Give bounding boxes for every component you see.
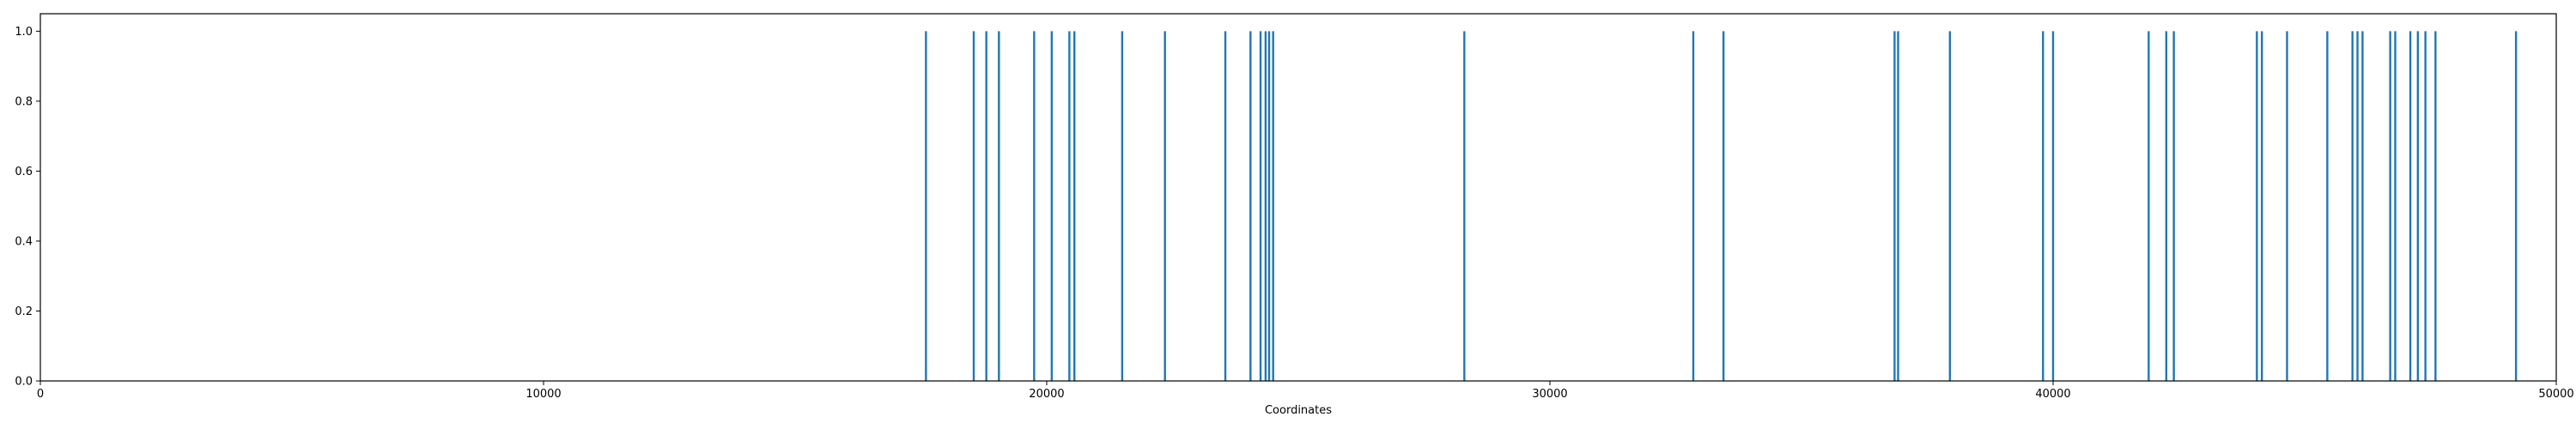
bar (1272, 31, 1274, 381)
x-tick-label: 20000 (1029, 388, 1064, 401)
plot-frame (39, 13, 2557, 382)
bar (1948, 31, 1952, 381)
bar (1050, 31, 1054, 381)
bar (2172, 31, 2175, 381)
bar (2165, 31, 2168, 381)
bar (2051, 31, 2055, 381)
bar (2434, 31, 2437, 381)
x-axis-ticks: 0 10000 20000 30000 40000 50000 (37, 381, 2574, 401)
bar (1264, 31, 1267, 381)
bars-group (925, 31, 2518, 381)
bar (2326, 31, 2329, 381)
bar (2416, 31, 2420, 381)
bar (1897, 31, 1899, 381)
bar (1893, 31, 1896, 381)
y-tick-label: 0.8 (15, 95, 33, 108)
y-axis-ticks: 0.0 0.2 0.4 0.6 0.8 1.0 (15, 26, 40, 389)
bar (2394, 31, 2397, 381)
bar (1073, 31, 1076, 381)
bar (1249, 31, 1252, 381)
bar (2514, 31, 2518, 381)
bar (1463, 31, 1466, 381)
y-tick-label: 0.4 (15, 235, 33, 248)
bar (925, 31, 927, 381)
x-tick-label: 10000 (526, 388, 561, 401)
bar (1259, 31, 1262, 381)
x-tick-label: 0 (37, 388, 44, 401)
x-tick-label: 30000 (1532, 388, 1567, 401)
bar (1033, 31, 1036, 381)
x-tick-label: 50000 (2538, 388, 2573, 401)
bar (1068, 31, 1071, 381)
y-tick-label: 0.2 (15, 305, 33, 318)
bar (2409, 31, 2412, 381)
bar (2286, 31, 2288, 381)
bar (2260, 31, 2263, 381)
bar (1224, 31, 1227, 381)
bar (998, 31, 1000, 381)
bar (2356, 31, 2359, 381)
y-tick-label: 1.0 (15, 26, 33, 39)
bar (2389, 31, 2391, 381)
bar (2042, 31, 2044, 381)
bar (1692, 31, 1695, 381)
x-axis-label: Coordinates (1265, 404, 1332, 417)
y-tick-label: 0.0 (15, 376, 33, 389)
x-tick-label: 40000 (2035, 388, 2070, 401)
bar (1267, 31, 1271, 381)
y-tick-label: 0.6 (15, 166, 33, 178)
bar (2424, 31, 2427, 381)
bar (2148, 31, 2150, 381)
bar (2351, 31, 2354, 381)
bar (1121, 31, 1124, 381)
bar (2361, 31, 2364, 381)
bar (1722, 31, 1725, 381)
bar (2256, 31, 2258, 381)
bar (1163, 31, 1166, 381)
bar (972, 31, 975, 381)
bar (985, 31, 987, 381)
